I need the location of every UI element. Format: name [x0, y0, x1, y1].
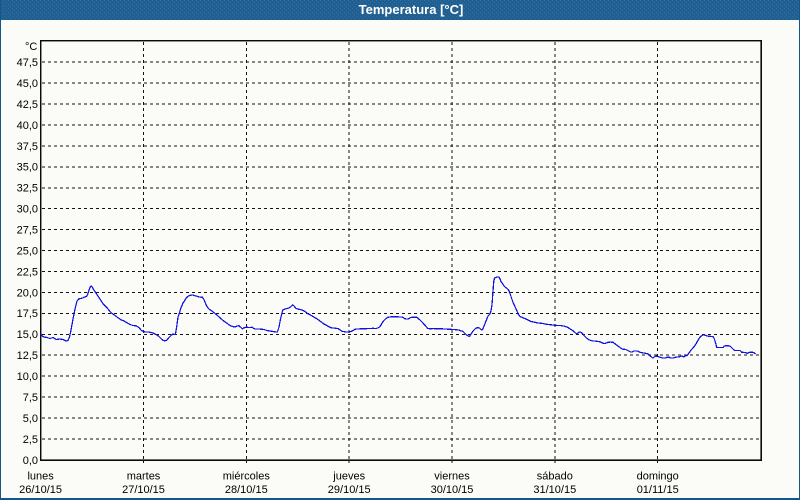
svg-text:martes: martes [126, 471, 160, 483]
svg-text:26/10/15: 26/10/15 [19, 484, 62, 496]
svg-text:20,0: 20,0 [16, 287, 37, 299]
svg-text:35,0: 35,0 [16, 162, 37, 174]
svg-text:viernes: viernes [434, 471, 470, 483]
svg-text:01/11/15: 01/11/15 [636, 484, 678, 496]
svg-text:12,5: 12,5 [16, 350, 37, 362]
svg-text:45,0: 45,0 [16, 78, 37, 90]
svg-text:sábado: sábado [536, 471, 572, 483]
svg-text:25,0: 25,0 [16, 246, 37, 258]
svg-text:domingo: domingo [636, 471, 678, 483]
svg-text:27/10/15: 27/10/15 [122, 484, 165, 496]
svg-text:37,5: 37,5 [16, 141, 37, 153]
svg-text:miércoles: miércoles [222, 471, 270, 483]
svg-text:5,0: 5,0 [22, 413, 37, 425]
svg-text:2,5: 2,5 [22, 434, 37, 446]
svg-text:lunes: lunes [27, 471, 54, 483]
svg-text:31/10/15: 31/10/15 [533, 484, 576, 496]
svg-text:7,5: 7,5 [22, 392, 37, 404]
svg-text:30/10/15: 30/10/15 [430, 484, 473, 496]
svg-text:°C: °C [24, 41, 36, 53]
svg-text:17,5: 17,5 [16, 308, 37, 320]
svg-text:42,5: 42,5 [16, 99, 37, 111]
svg-text:47,5: 47,5 [16, 57, 37, 69]
svg-text:28/10/15: 28/10/15 [224, 484, 267, 496]
svg-text:0,0: 0,0 [22, 455, 37, 467]
svg-text:32,5: 32,5 [16, 183, 37, 195]
svg-text:40,0: 40,0 [16, 120, 37, 132]
svg-text:29/10/15: 29/10/15 [327, 484, 370, 496]
svg-text:10,0: 10,0 [16, 371, 37, 383]
svg-text:jueves: jueves [332, 471, 365, 483]
svg-text:15,0: 15,0 [16, 329, 37, 341]
svg-text:27,5: 27,5 [16, 225, 37, 237]
svg-text:22,5: 22,5 [16, 266, 37, 278]
svg-text:30,0: 30,0 [16, 204, 37, 216]
